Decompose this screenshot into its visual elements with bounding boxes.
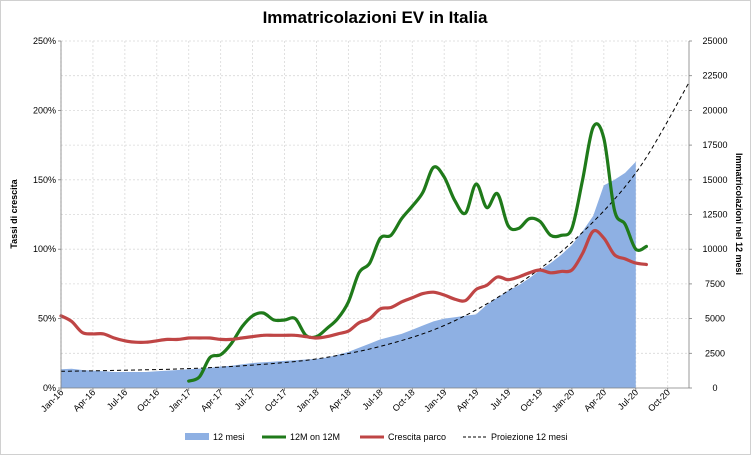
series-area-12-mesi	[61, 161, 636, 388]
x-tick-label: Jul-16	[105, 387, 129, 411]
x-tick-label: Apr-19	[454, 387, 480, 413]
x-tick-label: Oct-18	[390, 387, 416, 413]
right-tick-label: 2500	[705, 348, 725, 358]
x-tick-label: Apr-16	[71, 387, 97, 413]
left-tick-label: 50%	[38, 314, 56, 324]
left-tick-label: 150%	[33, 175, 56, 185]
right-tick-label: 10000	[702, 244, 727, 254]
right-axis-label: Immatricolazioni nel 12 mesi	[734, 153, 744, 275]
left-tick-label: 0%	[43, 383, 56, 393]
x-tick-label: Jul-17	[233, 387, 257, 411]
right-tick-label: 5000	[705, 314, 725, 324]
legend-label-crescita-parco: Crescita parco	[388, 432, 446, 442]
x-tick-label: Jul-19	[488, 387, 512, 411]
legend-label-12-mesi: 12 mesi	[213, 432, 245, 442]
x-tick-label: Jan-20	[550, 387, 577, 414]
legend-label-12m-on-12m: 12M on 12M	[290, 432, 340, 442]
x-tick-label: Oct-17	[263, 387, 289, 413]
right-tick-label: 7500	[705, 279, 725, 289]
left-axis-label: Tassi di crescita	[9, 178, 19, 248]
x-tick-label: Oct-19	[518, 387, 544, 413]
x-tick-label: Oct-16	[135, 387, 161, 413]
x-tick-label: Apr-20	[582, 387, 608, 413]
right-tick-label: 22500	[702, 71, 727, 81]
x-tick-label: Jan-17	[167, 387, 194, 414]
series-line-proiezione-12-mesi	[60, 82, 690, 372]
left-tick-label: 250%	[33, 36, 56, 46]
legend-label-proiezione-12-mesi: Proiezione 12 mesi	[491, 432, 568, 442]
left-tick-label: 200%	[33, 105, 56, 115]
right-tick-label: 25000	[702, 36, 727, 46]
x-tick-label: Apr-17	[199, 387, 225, 413]
series-line-crescita-parco	[59, 228, 648, 344]
chart-title: Immatricolazioni EV in Italia	[263, 8, 488, 27]
right-tick-label: 0	[712, 383, 717, 393]
x-tick-label: Jan-19	[422, 387, 449, 414]
x-tick-label: Apr-18	[327, 387, 353, 413]
right-tick-label: 20000	[702, 105, 727, 115]
right-tick-label: 17500	[702, 140, 727, 150]
x-tick-label: Oct-20	[646, 387, 672, 413]
right-tick-label: 15000	[702, 175, 727, 185]
left-tick-label: 100%	[33, 244, 56, 254]
x-tick-label: Jan-18	[294, 387, 321, 414]
series-line-12m-on-12m	[187, 122, 648, 383]
x-tick-label: Jul-18	[360, 387, 384, 411]
legend: 12 mesi 12M on 12M Crescita parco Proiezion…	[185, 432, 568, 442]
right-tick-label: 12500	[702, 210, 727, 220]
x-tick-label: Jul-20	[616, 387, 640, 411]
legend-swatch-12-mesi	[185, 433, 209, 440]
plot-area	[59, 82, 690, 388]
